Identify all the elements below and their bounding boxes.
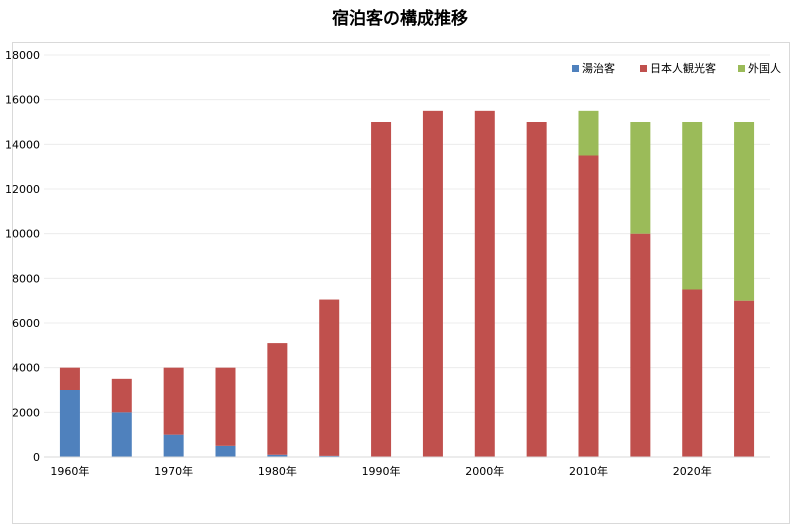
x-tick-label: 1970年 bbox=[154, 464, 193, 478]
x-tick-label: 2020年 bbox=[673, 464, 712, 478]
chart-title: 宿泊客の構成推移 bbox=[332, 9, 468, 29]
y-tick-label: 16000 bbox=[5, 94, 40, 107]
y-axis-ticks: 0 2000 4000 6000 8000 10000 12000 14000 16000 180… bbox=[5, 49, 40, 464]
gridlines bbox=[44, 54, 770, 413]
bar-segment-japanese bbox=[111, 378, 132, 413]
chart-frame bbox=[12, 42, 790, 524]
legend: 湯治客 日本人観光客 外国人 bbox=[572, 61, 781, 75]
bar-segment-japanese bbox=[267, 343, 288, 455]
bar-segment-foreign bbox=[682, 122, 703, 290]
x-tick-label: 2010年 bbox=[569, 464, 608, 478]
y-tick-label: 8000 bbox=[12, 272, 40, 285]
legend-swatch bbox=[738, 65, 745, 72]
bar-segment-japanese bbox=[319, 299, 340, 456]
y-tick-label: 10000 bbox=[5, 228, 40, 241]
x-tick-label: 1960年 bbox=[50, 464, 89, 478]
y-tick-label: 0 bbox=[33, 451, 40, 464]
y-tick-label: 14000 bbox=[5, 138, 40, 151]
y-tick-label: 2000 bbox=[12, 406, 40, 419]
bar-segment-japanese bbox=[578, 155, 599, 457]
bar-segment-foreign bbox=[734, 122, 755, 301]
legend-swatch bbox=[640, 65, 647, 72]
bar-segment-japanese bbox=[734, 300, 755, 457]
x-axis-ticks: 1960年 1970年 1980年 1990年 2000年 2010年 2020年 bbox=[50, 464, 711, 478]
bar-segment-japanese bbox=[163, 367, 184, 435]
bar-segment-japanese bbox=[682, 289, 703, 457]
bar-segment-touji bbox=[215, 445, 236, 457]
y-tick-label: 6000 bbox=[12, 317, 40, 330]
bar-segment-foreign bbox=[630, 122, 651, 234]
x-tick-label: 1990年 bbox=[362, 464, 401, 478]
bar-segment-foreign bbox=[578, 110, 599, 156]
legend-label: 外国人 bbox=[748, 62, 781, 75]
bar-segment-touji bbox=[267, 454, 288, 457]
bar-segment-touji bbox=[59, 390, 80, 457]
bar-segment-japanese bbox=[526, 122, 547, 457]
bar-segment-japanese bbox=[630, 233, 651, 457]
legend-label: 湯治客 bbox=[582, 61, 615, 75]
bars bbox=[59, 110, 755, 457]
y-tick-label: 4000 bbox=[12, 362, 40, 375]
x-tick-label: 2000年 bbox=[465, 464, 504, 478]
bar-segment-japanese bbox=[215, 367, 236, 446]
bar-segment-touji bbox=[319, 455, 340, 457]
bar-segment-japanese bbox=[422, 110, 443, 457]
x-tick-label: 1980年 bbox=[258, 464, 297, 478]
bar-segment-japanese bbox=[371, 122, 392, 457]
legend-swatch bbox=[572, 65, 579, 72]
y-tick-label: 18000 bbox=[5, 49, 40, 62]
bar-segment-touji bbox=[163, 434, 184, 457]
legend-label: 日本人観光客 bbox=[650, 61, 716, 75]
bar-segment-japanese bbox=[474, 110, 495, 457]
bar-segment-touji bbox=[111, 412, 132, 457]
y-tick-label: 12000 bbox=[5, 183, 40, 196]
bar-segment-japanese bbox=[59, 367, 80, 390]
